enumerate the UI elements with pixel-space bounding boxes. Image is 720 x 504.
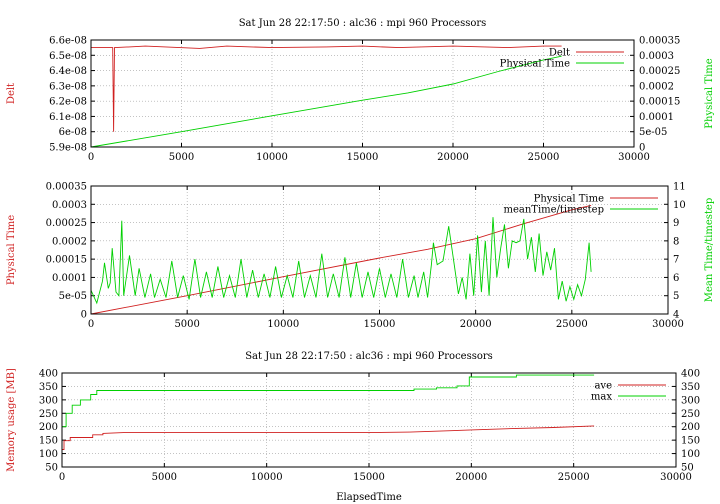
y2-tick-label: 9 <box>673 218 679 229</box>
x-tick-label: 30000 <box>652 319 684 330</box>
y-tick-label: 300 <box>39 395 58 406</box>
chart-3: 0 5000 10000 15000 20000 25000 300005010015020… <box>6 351 700 503</box>
y2-tick-label: 50 <box>681 463 694 474</box>
legend-label: ave <box>594 381 612 392</box>
y-tick-label: 250 <box>39 409 58 420</box>
y-tick-label: 150 <box>39 436 58 447</box>
y2-tick-label: 8 <box>673 236 679 247</box>
y2-tick-label: 400 <box>681 369 700 380</box>
x-tick-label: 15000 <box>347 152 379 163</box>
y2-tick-label: 100 <box>681 449 700 460</box>
x-tick-label: 0 <box>59 472 65 483</box>
series-line-1 <box>90 204 592 315</box>
x-tick-label: 10000 <box>256 152 288 163</box>
y2-tick-label: 200 <box>681 422 700 433</box>
legend-label: Delt <box>549 48 570 59</box>
x-tick-label: 25000 <box>558 472 590 483</box>
x-tick-label: 30000 <box>618 152 650 163</box>
legend-label: meanTime/timestep <box>503 205 604 216</box>
x-tick-label: 25000 <box>556 319 588 330</box>
chart-2: 0 5000 10000 15000 20000 25000 30000 0 5e-05 0.00… <box>6 182 715 331</box>
legend-label: max <box>591 392 612 403</box>
y2-tick-label: 6 <box>673 273 679 284</box>
chart-1: 0 5000 10000 15000 20000 25000 30000 5.9e-08 6e-… <box>6 18 715 163</box>
y-tick-label: 5e-05 <box>59 291 87 302</box>
series-line-2 <box>90 55 562 148</box>
x-tick-label: 5000 <box>169 152 194 163</box>
y2-tick-label: 0.0002 <box>639 81 674 92</box>
legend-label: Physical Time <box>500 59 570 70</box>
x-tick-label: 0 <box>88 319 94 330</box>
y2-tick-label: 300 <box>681 395 700 406</box>
y-tick-label: 200 <box>39 422 58 433</box>
x-tick-label: 15000 <box>353 472 385 483</box>
plot-frame <box>90 39 635 148</box>
x-tick-label: 30000 <box>660 472 692 483</box>
y2-tick-label: 0.0003 <box>639 51 674 62</box>
y-tick-label: 6.2e-08 <box>49 97 87 108</box>
series-line-1 <box>91 45 562 132</box>
plot-frame <box>61 372 677 468</box>
x-tick-label: 10000 <box>267 319 299 330</box>
y2-tick-label: 0.00025 <box>639 66 680 77</box>
y2-tick-label: 0.00035 <box>639 36 680 47</box>
legend-label: Physical Time <box>534 194 604 205</box>
y-tick-label: 0.00025 <box>46 218 87 229</box>
x-tick-label: 10000 <box>251 472 283 483</box>
y-axis-label: Delt <box>6 83 17 104</box>
x-axis-label: ElapsedTime <box>336 492 402 503</box>
x-tick-label: 0 <box>88 152 94 163</box>
y2-tick-label: 10 <box>673 200 686 211</box>
y-tick-label: 0.00015 <box>46 255 87 266</box>
y2-tick-label: 250 <box>681 409 700 420</box>
x-tick-label: 5000 <box>152 472 177 483</box>
series-line-2 <box>90 217 592 305</box>
y2-tick-label: 350 <box>681 382 700 393</box>
x-tick-label: 20000 <box>460 319 492 330</box>
y2-tick-label: 0.0001 <box>639 112 674 123</box>
y2-tick-label: 150 <box>681 436 700 447</box>
y-tick-label: 0.0001 <box>52 273 87 284</box>
y-tick-label: 6.3e-08 <box>49 81 87 92</box>
plot-frame <box>90 185 669 315</box>
y2-tick-label: 0 <box>639 143 645 154</box>
chart-title: Sat Jun 28 22:17:50 : alc36 : mpi 960 Pr… <box>245 351 493 362</box>
y2-axis-label: Mean Time/timestep <box>704 198 715 302</box>
y-tick-label: 0.00035 <box>46 182 87 193</box>
y2-tick-label: 11 <box>673 182 686 193</box>
y-axis-label: Memory usage [MB] <box>6 368 17 472</box>
y-tick-label: 350 <box>39 382 58 393</box>
y-tick-label: 50 <box>45 463 58 474</box>
x-tick-label: 20000 <box>455 472 487 483</box>
series-line-2 <box>62 374 595 428</box>
y-tick-label: 6.4e-08 <box>49 66 87 77</box>
y-tick-label: 0.0002 <box>52 236 87 247</box>
y2-tick-label: 5e-05 <box>639 127 667 138</box>
y-tick-label: 100 <box>39 449 58 460</box>
y-tick-label: 0 <box>81 310 87 321</box>
y-tick-label: 6e-08 <box>59 127 87 138</box>
y-tick-label: 0.0003 <box>52 200 87 211</box>
x-tick-label: 20000 <box>437 152 469 163</box>
x-tick-label: 25000 <box>528 152 560 163</box>
y-tick-label: 6.5e-08 <box>49 51 87 62</box>
y2-tick-label: 5 <box>673 291 679 302</box>
y-tick-label: 5.9e-08 <box>49 143 87 154</box>
x-tick-label: 5000 <box>174 319 199 330</box>
y-tick-label: 6.6e-08 <box>49 36 87 47</box>
y2-tick-label: 0.00015 <box>639 97 680 108</box>
y-axis-label: Physical Time <box>6 215 17 285</box>
y2-tick-label: 7 <box>673 255 679 266</box>
y2-axis-label: Physical Time <box>704 58 715 128</box>
chart-title: Sat Jun 28 22:17:50 : alc36 : mpi 960 Pr… <box>239 18 487 29</box>
y-tick-label: 400 <box>39 369 58 380</box>
x-tick-label: 15000 <box>364 319 396 330</box>
series-line-1 <box>62 425 595 450</box>
y2-tick-label: 4 <box>673 310 679 321</box>
y-tick-label: 6.1e-08 <box>49 112 87 123</box>
